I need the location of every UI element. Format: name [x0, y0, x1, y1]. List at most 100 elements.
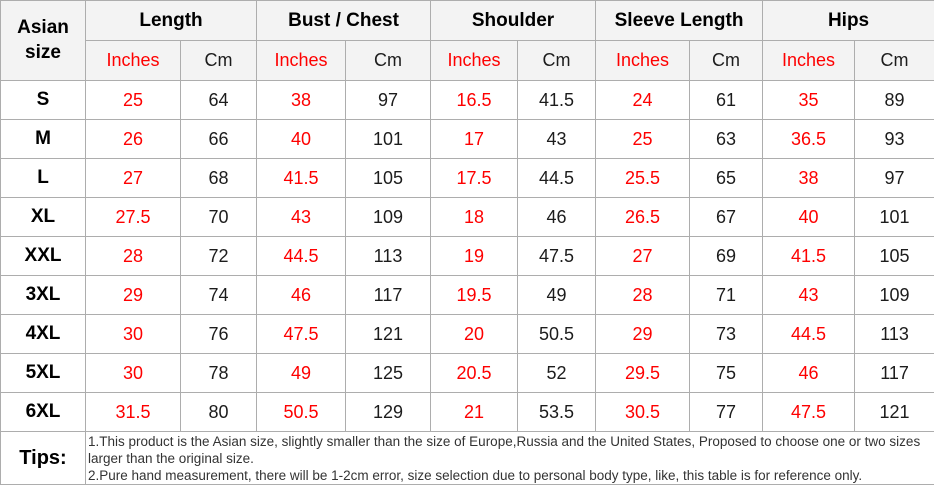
- measurement-cell-inches: 19: [430, 236, 519, 276]
- measurement-cell-cm: 64: [179, 80, 258, 120]
- measurement-cell-inches: 46: [762, 353, 856, 393]
- measurement-cell-inches: 38: [762, 158, 856, 198]
- table-row: M 26 66 40 101 17 43 25 63 36.5 93: [0, 119, 934, 159]
- measurement-cell-inches: 27.5: [85, 197, 181, 237]
- measurement-cell-cm: 61: [689, 80, 764, 120]
- measurement-cell-inches: 31.5: [85, 392, 181, 432]
- measurement-cell-inches: 16.5: [430, 80, 519, 120]
- measurement-cell-inches: 28: [85, 236, 181, 276]
- measurement-cell-cm: 101: [854, 197, 934, 237]
- unit-header-cm: Cm: [345, 40, 432, 81]
- measurement-cell-cm: 105: [854, 236, 934, 276]
- tips-label: Tips:: [0, 431, 86, 485]
- unit-header-cm: Cm: [517, 40, 597, 81]
- measurement-cell-cm: 43: [517, 119, 597, 159]
- unit-header-cm: Cm: [689, 40, 764, 81]
- size-cell: M: [0, 119, 86, 159]
- unit-header-inches: Inches: [430, 40, 519, 81]
- measurement-cell-cm: 113: [345, 236, 432, 276]
- measurement-cell-inches: 41.5: [256, 158, 347, 198]
- size-cell: 3XL: [0, 275, 86, 315]
- measurement-cell-inches: 17.5: [430, 158, 519, 198]
- measurement-cell-cm: 44.5: [517, 158, 597, 198]
- measurement-cell-cm: 41.5: [517, 80, 597, 120]
- table-row: 6XL 31.5 80 50.5 129 21 53.5 30.5 77 47.5 121: [0, 392, 934, 432]
- table-row: 4XL 30 76 47.5 121 20 50.5 29 73 44.5 113: [0, 314, 934, 354]
- group-header-shoulder: Shoulder: [430, 0, 597, 41]
- measurement-cell-inches: 27: [595, 236, 691, 276]
- measurement-cell-inches: 46: [256, 275, 347, 315]
- measurement-cell-cm: 121: [345, 314, 432, 354]
- table-row: XXL 28 72 44.5 113 19 47.5 27 69 41.5 105: [0, 236, 934, 276]
- measurement-cell-inches: 26.5: [595, 197, 691, 237]
- measurement-cell-cm: 80: [179, 392, 258, 432]
- measurement-cell-cm: 125: [345, 353, 432, 393]
- measurement-cell-inches: 35: [762, 80, 856, 120]
- measurement-cell-inches: 44.5: [256, 236, 347, 276]
- table-row: S 25 64 38 97 16.5 41.5 24 61 35 89: [0, 80, 934, 120]
- measurement-cell-inches: 47.5: [762, 392, 856, 432]
- measurement-cell-cm: 93: [854, 119, 934, 159]
- size-cell: 4XL: [0, 314, 86, 354]
- measurement-cell-inches: 27: [85, 158, 181, 198]
- measurement-cell-cm: 49: [517, 275, 597, 315]
- measurement-cell-inches: 20: [430, 314, 519, 354]
- measurement-cell-inches: 28: [595, 275, 691, 315]
- group-header-length: Length: [84, 0, 258, 41]
- size-cell: 6XL: [0, 392, 86, 432]
- measurement-cell-cm: 105: [345, 158, 432, 198]
- measurement-cell-inches: 18: [430, 197, 519, 237]
- measurement-cell-inches: 25: [595, 119, 691, 159]
- measurement-cell-inches: 17: [430, 119, 519, 159]
- unit-header-cm: Cm: [179, 40, 258, 81]
- table-row: 5XL 30 78 49 125 20.5 52 29.5 75 46 117: [0, 353, 934, 393]
- size-cell: 5XL: [0, 353, 86, 393]
- measurement-cell-cm: 97: [854, 158, 934, 198]
- measurement-cell-cm: 63: [689, 119, 764, 159]
- measurement-cell-inches: 41.5: [762, 236, 856, 276]
- measurement-cell-cm: 74: [179, 275, 258, 315]
- measurement-cell-inches: 44.5: [762, 314, 856, 354]
- size-cell: L: [0, 158, 86, 198]
- size-cell: S: [0, 80, 86, 120]
- measurement-cell-cm: 67: [689, 197, 764, 237]
- tips-line: 2.Pure hand measurement, there will be 1…: [88, 468, 863, 483]
- measurement-cell-cm: 101: [345, 119, 432, 159]
- measurement-cell-inches: 29: [595, 314, 691, 354]
- measurement-cell-cm: 109: [854, 275, 934, 315]
- measurement-cell-cm: 46: [517, 197, 597, 237]
- measurement-cell-cm: 109: [345, 197, 432, 237]
- group-header-hips: Hips: [762, 0, 934, 41]
- table-row: 3XL 29 74 46 117 19.5 49 28 71 43 109: [0, 275, 934, 315]
- measurement-cell-inches: 36.5: [762, 119, 856, 159]
- measurement-cell-cm: 117: [345, 275, 432, 315]
- tips-row: Tips: 1.This product is the Asian size, …: [0, 431, 934, 485]
- group-header-bust-chest: Bust / Chest: [256, 0, 432, 41]
- measurement-cell-inches: 40: [762, 197, 856, 237]
- unit-header-inches: Inches: [595, 40, 691, 81]
- measurement-cell-inches: 30: [85, 314, 181, 354]
- measurement-cell-cm: 121: [854, 392, 934, 432]
- measurement-cell-inches: 43: [762, 275, 856, 315]
- measurement-cell-cm: 113: [854, 314, 934, 354]
- measurement-cell-inches: 24: [595, 80, 691, 120]
- measurement-cell-cm: 73: [689, 314, 764, 354]
- measurement-cell-cm: 52: [517, 353, 597, 393]
- measurement-cell-cm: 50.5: [517, 314, 597, 354]
- size-cell: XXL: [0, 236, 86, 276]
- measurement-cell-inches: 38: [256, 80, 347, 120]
- measurement-cell-cm: 75: [689, 353, 764, 393]
- measurement-cell-cm: 71: [689, 275, 764, 315]
- measurement-cell-cm: 47.5: [517, 236, 597, 276]
- measurement-cell-cm: 129: [345, 392, 432, 432]
- measurement-cell-inches: 29.5: [595, 353, 691, 393]
- measurement-cell-inches: 25: [85, 80, 181, 120]
- measurement-cell-cm: 117: [854, 353, 934, 393]
- measurement-cell-inches: 30.5: [595, 392, 691, 432]
- size-cell: XL: [0, 197, 86, 237]
- measurement-cell-cm: 65: [689, 158, 764, 198]
- unit-header-inches: Inches: [256, 40, 347, 81]
- tips-text: 1.This product is the Asian size, slight…: [84, 431, 934, 485]
